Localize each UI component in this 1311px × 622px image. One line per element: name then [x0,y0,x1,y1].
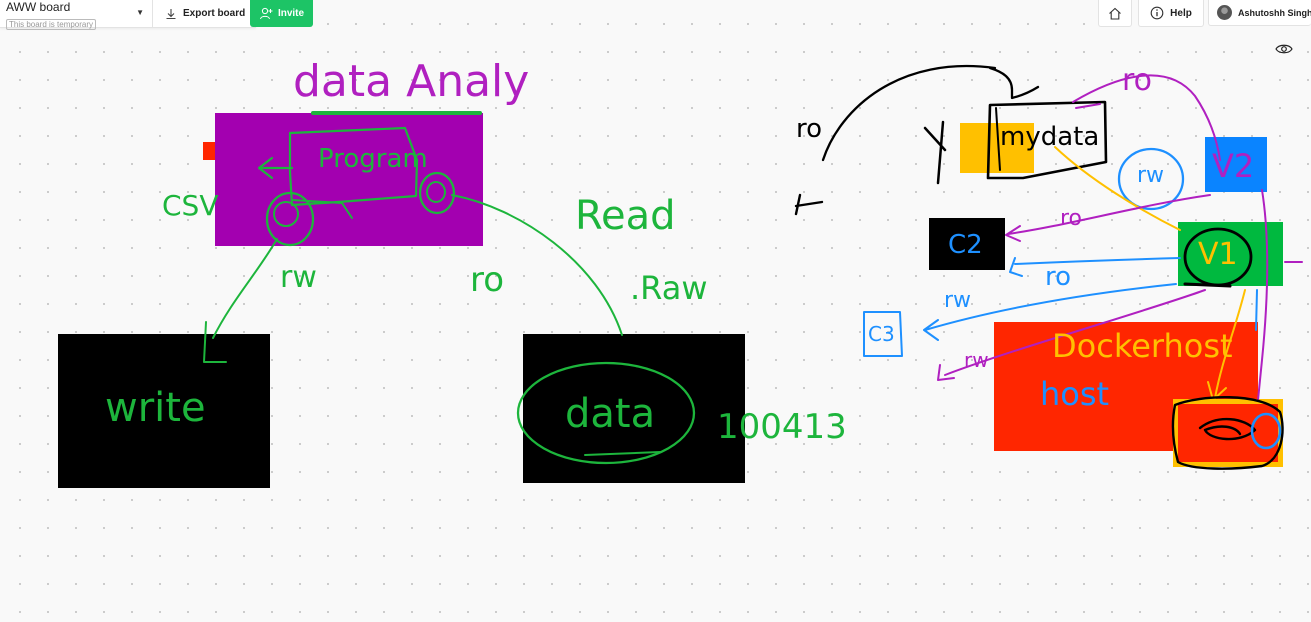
write-box[interactable] [58,334,270,488]
port-circle-left [265,191,315,247]
chevron-down-icon[interactable]: ▼ [136,8,144,17]
ro-black-side [794,193,824,216]
label-data-analy[interactable]: data Analy [293,56,530,107]
blue-box[interactable] [1205,137,1267,192]
purple-right-down [1257,189,1269,401]
label-c3[interactable]: C3 [868,322,895,346]
temporary-board-badge: This board is temporary [6,19,97,30]
label-rw-low[interactable]: rw [964,348,989,372]
label-v1[interactable]: V1 [1198,237,1238,272]
export-board-button[interactable]: Export board [153,0,255,27]
label-ro-left[interactable]: ro [470,260,505,300]
blue-right-line [1255,289,1258,331]
label-ro-black-side[interactable]: ro [796,114,823,144]
c3-box-ink [863,311,903,357]
user-menu[interactable]: Ashutoshh Singh [1208,0,1311,26]
yellow-line-mydata-v1 [1054,146,1181,231]
invite-button[interactable]: Invite [250,0,313,27]
container-black-ink [1171,396,1284,470]
label-dockerhost[interactable]: Dockerhost [1052,327,1233,365]
label-csv[interactable]: CSV [162,189,219,222]
label-write[interactable]: write [105,385,206,431]
board-title: AWW board [6,0,71,14]
program-box[interactable] [215,113,483,246]
label-ro-c2[interactable]: ro [1060,206,1083,231]
eye-icon[interactable] [1275,42,1293,56]
c2-box[interactable] [929,218,1005,270]
label-data[interactable]: data [565,391,656,437]
invite-label: Invite [277,8,305,19]
blue-c2-arrow [1009,257,1181,277]
purple-c2-arrow [1005,194,1211,242]
home-icon [1109,7,1121,20]
blue-c3-arrow [923,283,1177,341]
rw-arrow-line [212,238,278,339]
program-ink-link [291,199,353,219]
board-toolbar: AWW board This board is temporary ▼ Expo… [0,0,257,30]
label-host[interactable]: host [1040,375,1110,413]
info-icon [1150,6,1164,20]
download-icon [166,8,176,19]
black-curve-arrow [821,64,1040,162]
rw-blue-circle [1117,147,1185,211]
yellow-v1-down [1207,289,1246,401]
help-label: Help [1170,7,1192,19]
label-rw-c3[interactable]: rw [944,288,972,313]
purple-low-arrow [937,289,1206,381]
rw-arrow-head [203,321,227,363]
data-box[interactable] [523,334,745,483]
v1-underline [1183,282,1232,288]
port-circle-right-inner [426,181,446,203]
label-ro-top-right[interactable]: ro [1122,63,1153,98]
label-rw-circle[interactable]: rw [1137,163,1165,188]
port-circle-right [418,171,456,215]
label-v2[interactable]: V2 [1212,147,1255,185]
help-button[interactable]: Help [1138,0,1204,27]
label-rw-left[interactable]: rw [280,260,317,295]
mydata-box-ink-2 [995,107,1001,171]
export-board-label: Export board [183,8,246,19]
label-c2[interactable]: C2 [948,230,983,260]
program-ink-arrow [257,156,294,180]
port-circle-left-inner [273,201,299,227]
program-ink-box [288,126,419,207]
label-ro-v1[interactable]: ro [1045,262,1072,292]
black-cross [923,120,947,185]
purple-v2-left-link [1075,103,1101,109]
mydata-box-ink [986,100,1108,180]
label-read[interactable]: Read [575,193,676,239]
ro-arrow-line [451,194,623,336]
data-circle [516,361,696,465]
label-raw[interactable]: .Raw [630,269,708,307]
add-user-icon [259,7,273,20]
avatar [1217,5,1232,20]
data-underline [584,451,661,456]
user-name: Ashutoshh Singh [1238,7,1311,18]
container-black-scribble [1198,417,1257,441]
label-program[interactable]: Program [318,144,428,174]
container-blue-circle [1250,412,1282,450]
red-square[interactable] [203,142,216,160]
label-number[interactable]: 100413 [717,407,847,447]
label-mydata[interactable]: mydata [1000,122,1100,152]
home-button[interactable] [1098,0,1132,27]
purple-top-arrow [1072,74,1221,161]
board-title-dropdown[interactable]: AWW board This board is temporary ▼ [0,0,153,30]
